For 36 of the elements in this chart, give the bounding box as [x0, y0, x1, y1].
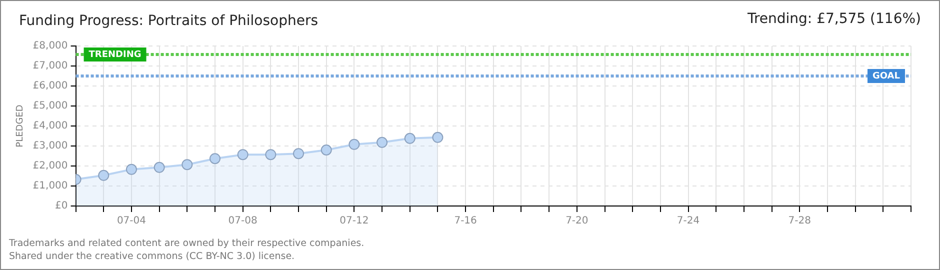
point: [98, 170, 110, 181]
point: [432, 132, 444, 143]
y-tick-label: £5,000: [32, 100, 68, 112]
x-tick-label: 7-24: [676, 216, 700, 227]
y-tick-label: £3,000: [32, 140, 68, 152]
text: Shared under the creative commons (CC BY-NC 3.0) license.: [9, 250, 296, 263]
point: [404, 132, 416, 144]
y-tick-label: £1,000: [32, 180, 68, 192]
point: [348, 138, 360, 150]
y-tick-label: £0: [55, 200, 68, 212]
x-tick-label: 7-28: [788, 216, 811, 227]
ref-line-label: TRENDING: [88, 50, 142, 60]
x-tick-label: 7-16: [454, 216, 477, 227]
chart-subtitle: Trending: £7,575 (116%): [747, 11, 921, 27]
y-axis-title: PLEDGED: [16, 104, 26, 148]
point: [154, 162, 165, 173]
y-tick-label: £8,000: [32, 40, 68, 52]
point: [126, 164, 137, 175]
y-tick-label: £2,000: [32, 160, 68, 172]
x-tick-label: 07-08: [228, 216, 258, 227]
x-tick-label: 07-04: [116, 216, 146, 227]
point: [293, 148, 304, 160]
point: [265, 149, 276, 160]
chart-title: Funding Progress: Portraits of Philosophers: [19, 13, 318, 29]
point: [182, 159, 193, 170]
point: [237, 149, 248, 160]
y-tick-label: £7,000: [32, 60, 68, 72]
text: Trademarks and related content are owned by their respective companies.: [9, 237, 364, 250]
y-tick-label: £4,000: [32, 120, 68, 132]
ref-line-label: GOAL: [872, 71, 900, 82]
point: [376, 136, 388, 148]
point: [320, 144, 332, 156]
y-tick-label: £6,000: [32, 80, 68, 92]
x-tick-label: 07-12: [340, 216, 369, 227]
point: [209, 153, 220, 164]
x-tick-label: 7-20: [566, 216, 588, 227]
